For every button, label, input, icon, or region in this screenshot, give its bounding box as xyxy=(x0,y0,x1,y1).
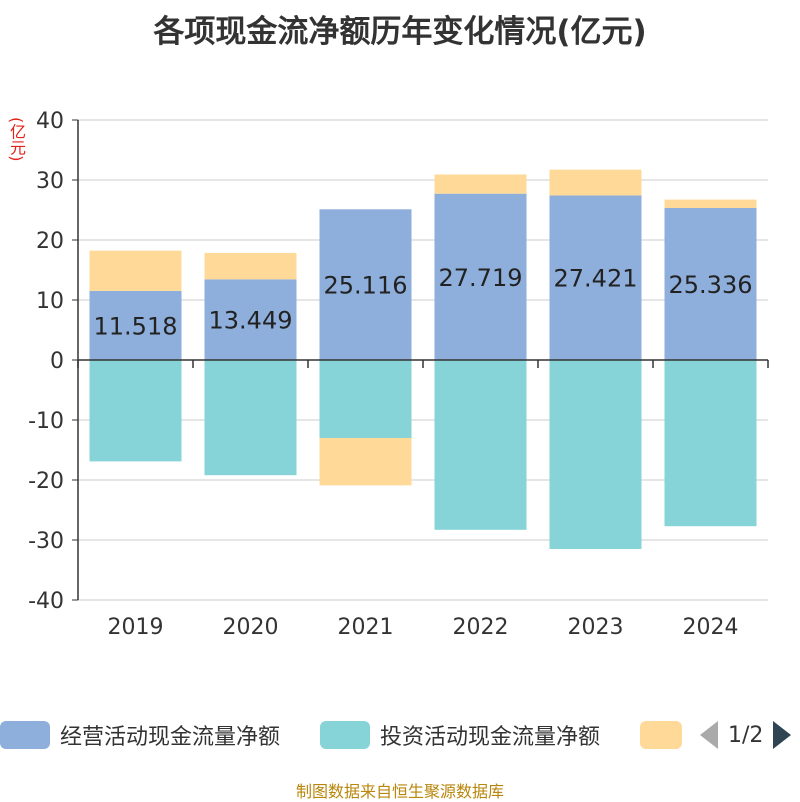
legend-swatch-third-series xyxy=(640,721,682,749)
data-source-note: 制图数据来自恒生聚源数据库 xyxy=(295,782,504,801)
bar-series3-2023 xyxy=(549,169,642,196)
y-tick-label: 40 xyxy=(36,109,64,134)
y-tick-label: 20 xyxy=(36,229,64,254)
legend-prev-page-icon[interactable] xyxy=(700,721,718,749)
bar-series2-2021 xyxy=(319,360,412,438)
bar-series1-2020 xyxy=(204,279,297,360)
legend-item-third-series[interactable] xyxy=(640,714,692,756)
bar-series1-2019 xyxy=(89,290,182,360)
y-tick-label: -20 xyxy=(28,469,64,494)
y-tick-label: -30 xyxy=(28,529,64,554)
y-tick-label: -40 xyxy=(28,589,64,614)
legend-next-page-icon[interactable] xyxy=(773,721,792,749)
bar-series2-2022 xyxy=(434,360,527,530)
legend-swatch-operating xyxy=(0,721,50,749)
bar-series3-2019 xyxy=(89,250,182,291)
y-tick-label: 30 xyxy=(36,169,64,194)
legend-page-indicator: 1/2 xyxy=(728,722,764,748)
bar-series3-2024 xyxy=(664,199,757,208)
bar-series2-2023 xyxy=(549,360,642,549)
x-tick-label: 2020 xyxy=(223,615,279,640)
bar-chart: 40 30 20 10 0 -10 -20 -30 -40 11.518 13.449 25.116 2… xyxy=(28,109,769,640)
legend-item-operating[interactable]: 经营活动现金流量净额 xyxy=(0,714,280,756)
legend-pager: 1/2 xyxy=(700,714,792,756)
legend-item-investing[interactable]: 投资活动现金流量净额 xyxy=(320,714,600,756)
bar-series3-2021 xyxy=(319,438,412,486)
data-label-2021: 25.116 xyxy=(324,272,408,300)
bar-series1-2023 xyxy=(549,195,642,360)
chart-title: 各项现金流净额历年变化情况(亿元) xyxy=(153,14,647,50)
y-tick-label: 10 xyxy=(36,289,64,314)
data-label-2019: 11.518 xyxy=(94,312,178,340)
x-tick-label: 2024 xyxy=(683,615,739,640)
data-label-2023: 27.421 xyxy=(554,265,638,293)
bar-series1-2021 xyxy=(319,209,412,360)
bar-series2-2024 xyxy=(664,360,757,527)
bar-series3-2022 xyxy=(434,174,527,194)
x-tick-label: 2022 xyxy=(453,615,509,640)
legend-swatch-investing xyxy=(320,721,370,749)
x-tick-label: 2023 xyxy=(568,615,624,640)
legend-label-operating: 经营活动现金流量净额 xyxy=(60,725,281,750)
data-label-2020: 13.449 xyxy=(209,307,293,335)
y-tick-label: 0 xyxy=(50,349,64,374)
legend: 经营活动现金流量净额 投资活动现金流量净额 1/2 xyxy=(0,714,800,756)
bar-series1-2022 xyxy=(434,193,527,360)
data-label-2024: 25.336 xyxy=(669,271,753,299)
data-label-2022: 27.719 xyxy=(439,264,523,292)
x-tick-label: 2019 xyxy=(108,615,164,640)
x-tick-label: 2021 xyxy=(338,615,394,640)
bar-series2-2019 xyxy=(89,360,182,462)
bar-series1-2024 xyxy=(664,207,757,360)
bar-series3-2020 xyxy=(204,252,297,280)
y-tick-label: -10 xyxy=(28,409,64,434)
bar-series2-2020 xyxy=(204,360,297,476)
legend-label-investing: 投资活动现金流量净额 xyxy=(380,725,601,750)
y-axis-unit-label: (亿元) xyxy=(7,117,26,162)
